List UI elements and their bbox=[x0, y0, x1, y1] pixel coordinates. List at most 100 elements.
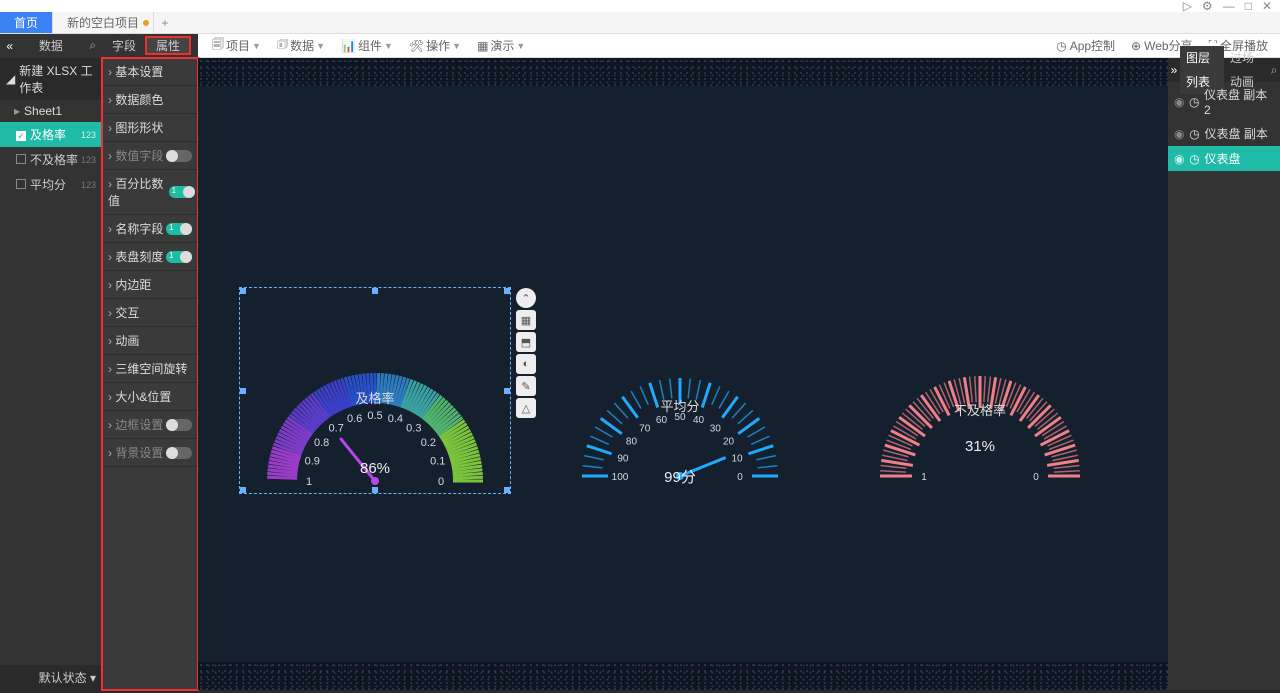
svg-text:1: 1 bbox=[921, 472, 927, 483]
collapse-left-icon[interactable]: « bbox=[0, 34, 19, 58]
prop-row[interactable]: 百分比数值1 bbox=[102, 170, 198, 215]
prop-row[interactable]: 交互 bbox=[102, 299, 198, 327]
prop-label: 动画 bbox=[108, 332, 139, 349]
field-item[interactable]: 平均分 123 bbox=[0, 172, 102, 197]
toggle-switch[interactable] bbox=[166, 447, 192, 459]
layer-item[interactable]: ◉ ◷ 仪表盘 副本 bbox=[1168, 121, 1280, 146]
caret-icon: ◢ bbox=[6, 72, 15, 86]
resize-handle[interactable] bbox=[504, 388, 510, 394]
svg-text:90: 90 bbox=[617, 453, 629, 464]
settings-icon[interactable]: ⚙ bbox=[1202, 0, 1213, 13]
action-0[interactable]: ◷App控制 bbox=[1050, 37, 1121, 54]
resize-handle[interactable] bbox=[240, 288, 246, 294]
layer-item[interactable]: ◉ ◷ 仪表盘 bbox=[1168, 146, 1280, 171]
gauge-g2[interactable]: 0102030405060708090100 平均分 99分 bbox=[560, 318, 800, 488]
menu-4[interactable]: ▦演示▼ bbox=[471, 37, 531, 54]
add-tab-button[interactable]: + bbox=[154, 12, 176, 33]
float-toolbar: ⌃▦⬒◐✎△ bbox=[516, 288, 536, 418]
float-tool-1[interactable]: ▦ bbox=[516, 310, 536, 330]
prop-row[interactable]: 背景设置 bbox=[102, 439, 198, 467]
gauge-title: 及格率 bbox=[240, 388, 510, 407]
tab-project[interactable]: 新的空白项目 bbox=[53, 12, 154, 33]
resize-handle[interactable] bbox=[240, 487, 246, 493]
resize-handle[interactable] bbox=[504, 288, 510, 294]
tab-field[interactable]: 字段 bbox=[102, 37, 146, 54]
visibility-icon[interactable]: ◉ bbox=[1174, 127, 1184, 141]
run-icon[interactable]: ▷ bbox=[1183, 0, 1192, 13]
checkbox-icon bbox=[16, 154, 26, 164]
menu-icon: 📊 bbox=[341, 39, 356, 53]
svg-text:0.7: 0.7 bbox=[329, 423, 344, 435]
menu-icon: 🗊 bbox=[277, 35, 288, 56]
maximize-icon[interactable]: □ bbox=[1245, 0, 1252, 13]
toggle-switch[interactable]: 1 bbox=[166, 251, 192, 263]
layer-item[interactable]: ◉ ◷ 仪表盘 副本 2 bbox=[1168, 82, 1280, 121]
workbook-header[interactable]: ◢ 新建 XLSX 工作表 bbox=[0, 58, 102, 100]
visibility-icon[interactable]: ◉ bbox=[1174, 152, 1184, 166]
toggle-switch[interactable] bbox=[166, 150, 192, 162]
resize-handle[interactable] bbox=[240, 388, 246, 394]
prop-row[interactable]: 表盘刻度1 bbox=[102, 243, 198, 271]
resize-handle[interactable] bbox=[372, 487, 378, 493]
layer-label: 仪表盘 副本 bbox=[1204, 125, 1267, 142]
float-tool-3[interactable]: ◐ bbox=[516, 354, 536, 374]
checkbox-icon bbox=[16, 179, 26, 189]
caret-down-icon: ▼ bbox=[252, 41, 261, 51]
float-tool-4[interactable]: ✎ bbox=[516, 376, 536, 396]
svg-text:30: 30 bbox=[710, 423, 722, 434]
svg-text:80: 80 bbox=[626, 437, 638, 448]
svg-text:0.6: 0.6 bbox=[347, 413, 362, 425]
prop-label: 边框设置 bbox=[108, 416, 163, 433]
svg-text:10: 10 bbox=[732, 453, 744, 464]
toggle-switch[interactable] bbox=[166, 419, 192, 431]
prop-row[interactable]: 数值字段 bbox=[102, 142, 198, 170]
gauge-value: 31% bbox=[860, 438, 1100, 455]
tab-attribute[interactable]: 属性 bbox=[146, 37, 190, 54]
toggle-switch[interactable]: 1 bbox=[166, 223, 192, 235]
collapse-right-icon[interactable]: » bbox=[1168, 63, 1180, 77]
search-data-icon[interactable]: ⌕ bbox=[82, 38, 102, 53]
main-tab-bar: 首页 新的空白项目 + bbox=[0, 12, 1280, 34]
svg-text:70: 70 bbox=[639, 423, 651, 434]
prop-row[interactable]: 名称字段1 bbox=[102, 215, 198, 243]
svg-text:20: 20 bbox=[723, 437, 735, 448]
gauge-g3[interactable]: 01 不及格率 31% bbox=[860, 318, 1100, 488]
sheet-item[interactable]: Sheet1 bbox=[0, 100, 102, 122]
float-tool-2[interactable]: ⬒ bbox=[516, 332, 536, 352]
visibility-icon[interactable]: ◉ bbox=[1174, 95, 1184, 109]
svg-text:0: 0 bbox=[438, 476, 444, 488]
float-tool-0[interactable]: ⌃ bbox=[516, 288, 536, 308]
resize-handle[interactable] bbox=[504, 487, 510, 493]
prop-row[interactable]: 三维空间旋转 bbox=[102, 355, 198, 383]
menu-0[interactable]: 🗐项目▼ bbox=[206, 35, 267, 56]
tab-home[interactable]: 首页 bbox=[0, 12, 53, 33]
prop-row[interactable]: 大小&位置 bbox=[102, 383, 198, 411]
float-tool-5[interactable]: △ bbox=[516, 398, 536, 418]
search-layers-icon[interactable]: ⌕ bbox=[1268, 63, 1280, 78]
prop-row[interactable]: 内边距 bbox=[102, 271, 198, 299]
prop-row[interactable]: 图形形状 bbox=[102, 114, 198, 142]
gauge-icon: ◷ bbox=[1188, 152, 1200, 166]
field-item[interactable]: ✓及格率 123 bbox=[0, 122, 102, 147]
field-item[interactable]: 不及格率 123 bbox=[0, 147, 102, 172]
minimize-icon[interactable]: — bbox=[1223, 0, 1235, 13]
menu-2[interactable]: 📊组件▼ bbox=[335, 37, 399, 54]
dropdown-icon: ▾ bbox=[90, 671, 96, 685]
gauge-g1[interactable]: 00.10.20.30.40.50.60.70.80.91 及格率 86% bbox=[240, 288, 510, 493]
svg-text:1: 1 bbox=[306, 476, 312, 488]
prop-row[interactable]: 基本设置 bbox=[102, 58, 198, 86]
menu-3[interactable]: 🛠操作▼ bbox=[403, 37, 467, 54]
prop-row[interactable]: 动画 bbox=[102, 327, 198, 355]
state-label[interactable]: 默认状态 ▾ bbox=[0, 665, 102, 690]
menu-1[interactable]: 🗊数据▼ bbox=[271, 35, 331, 56]
prop-label: 百分比数值 bbox=[108, 175, 169, 209]
prop-row[interactable]: 数据颜色 bbox=[102, 86, 198, 114]
prop-row[interactable]: 边框设置 bbox=[102, 411, 198, 439]
resize-handle[interactable] bbox=[372, 288, 378, 294]
gauge-title: 不及格率 bbox=[860, 400, 1100, 419]
canvas[interactable]: 00.10.20.30.40.50.60.70.80.91 及格率 86% 01… bbox=[198, 58, 1168, 690]
prop-label: 表盘刻度 bbox=[108, 248, 163, 265]
caret-down-icon: ▼ bbox=[452, 41, 461, 51]
close-icon[interactable]: ✕ bbox=[1262, 0, 1272, 13]
toggle-switch[interactable]: 1 bbox=[169, 186, 192, 198]
